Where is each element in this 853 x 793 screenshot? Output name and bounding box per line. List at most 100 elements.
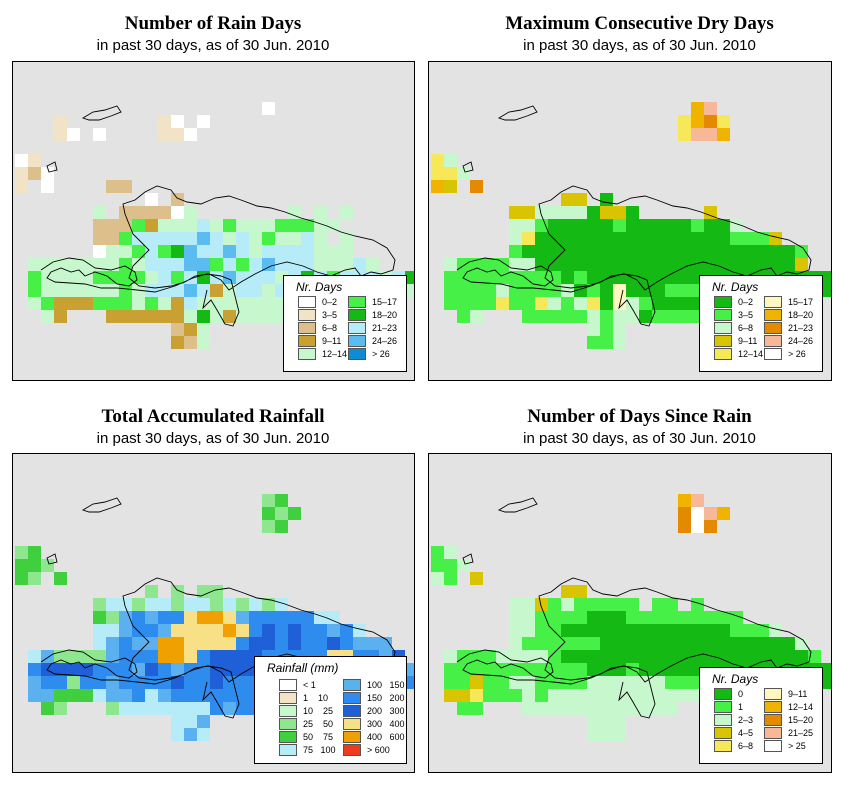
legend-label: 6–8 [738,323,754,333]
grid-cell [262,507,275,520]
grid-cell [678,650,691,663]
grid-cell [119,284,132,297]
legend-swatch [764,296,782,308]
grid-cell [80,284,93,297]
grid-cell [548,689,561,702]
grid-cell [587,663,600,676]
grid-cell [535,702,548,715]
grid-cell [548,206,561,219]
grid-cell [275,219,288,232]
grid-cell [691,115,704,128]
legend-title: Rainfall (mm) [267,661,339,675]
grid-cell [574,271,587,284]
grid-cell [236,689,249,702]
grid-cell [171,245,184,258]
legend-label: 100 150 [367,680,405,690]
grid-cell [613,611,626,624]
grid-cell [444,271,457,284]
grid-cell [275,258,288,271]
map-area[interactable]: Nr. Days 0–2 3–5 6–8 9–11 12–14 15–17 18–20 21–… [12,61,415,381]
grid-cell [132,611,145,624]
grid-cell [613,689,626,702]
legend-label: 25 50 [303,719,334,729]
grid-cell [587,624,600,637]
grid-cell [639,232,652,245]
grid-cell [483,650,496,663]
grid-cell [405,663,414,676]
grid-cell [639,297,652,310]
grid-cell [301,232,314,245]
grid-cell [288,507,301,520]
grid-cell [522,689,535,702]
grid-cell [106,180,119,193]
legend-label: 9–11 [322,336,342,346]
map-area[interactable]: Nr. Days 0 1 2–3 4–5 6–8 9–11 12–14 15–20 21–25 >… [428,453,832,773]
grid-cell [28,271,41,284]
grid-cell [327,611,340,624]
grid-cell [288,232,301,245]
grid-cell [340,624,353,637]
grid-cell [600,715,613,728]
grid-cell [782,650,795,663]
grid-cell [691,219,704,232]
grid-cell [249,219,262,232]
legend-label: 18–20 [788,310,814,320]
grid-cell [444,167,457,180]
grid-cell [639,624,652,637]
grid-cell [639,650,652,663]
grid-cell [275,637,288,650]
grid-cell [314,611,327,624]
grid-cell [470,271,483,284]
grid-cell [184,637,197,650]
grid-cell [587,245,600,258]
grid-cell [41,676,54,689]
grid-cell [158,624,171,637]
grid-cell [743,232,756,245]
grid-cell [665,689,678,702]
grid-cell [197,611,210,624]
grid-cell [678,624,691,637]
grid-cell [158,271,171,284]
grid-cell [522,297,535,310]
legend-swatch [764,714,782,726]
grid-cell [54,689,67,702]
grid-cell [678,520,691,533]
grid-cell [158,702,171,715]
grid-cell [353,258,366,271]
grid-cell [652,624,665,637]
legend-swatch [298,335,316,347]
grid-cell [132,624,145,637]
grid-cell [275,611,288,624]
grid-cell [158,115,171,128]
grid-cell [743,258,756,271]
grid-cell [171,702,184,715]
grid-cell [15,180,28,193]
grid-cell [444,559,457,572]
grid-cell [574,637,587,650]
grid-cell [639,637,652,650]
grid-cell [665,663,678,676]
grid-cell [444,663,457,676]
grid-cell [197,115,210,128]
grid-cell [730,637,743,650]
grid-cell [613,650,626,663]
grid-cell [691,258,704,271]
grid-cell [197,637,210,650]
grid-cell [691,245,704,258]
grid-cell [197,663,210,676]
grid-cell [509,663,522,676]
grid-cell [652,245,665,258]
grid-cell [691,232,704,245]
grid-cell [41,284,54,297]
grid-cell [236,637,249,650]
grid-cell [613,323,626,336]
island-outline [456,497,812,719]
grid-cell [522,258,535,271]
map-area[interactable]: Rainfall (mm) < 1 1 10 10 25 25 50 50 75 75 1… [12,453,415,773]
grid-cell [704,115,717,128]
grid-cell [15,154,28,167]
map-area[interactable]: Nr. Days 0–2 3–5 6–8 9–11 12–14 15–17 18–20 21–… [428,61,832,381]
grid-cell [145,284,158,297]
grid-cell [184,219,197,232]
legend-swatch [348,296,366,308]
